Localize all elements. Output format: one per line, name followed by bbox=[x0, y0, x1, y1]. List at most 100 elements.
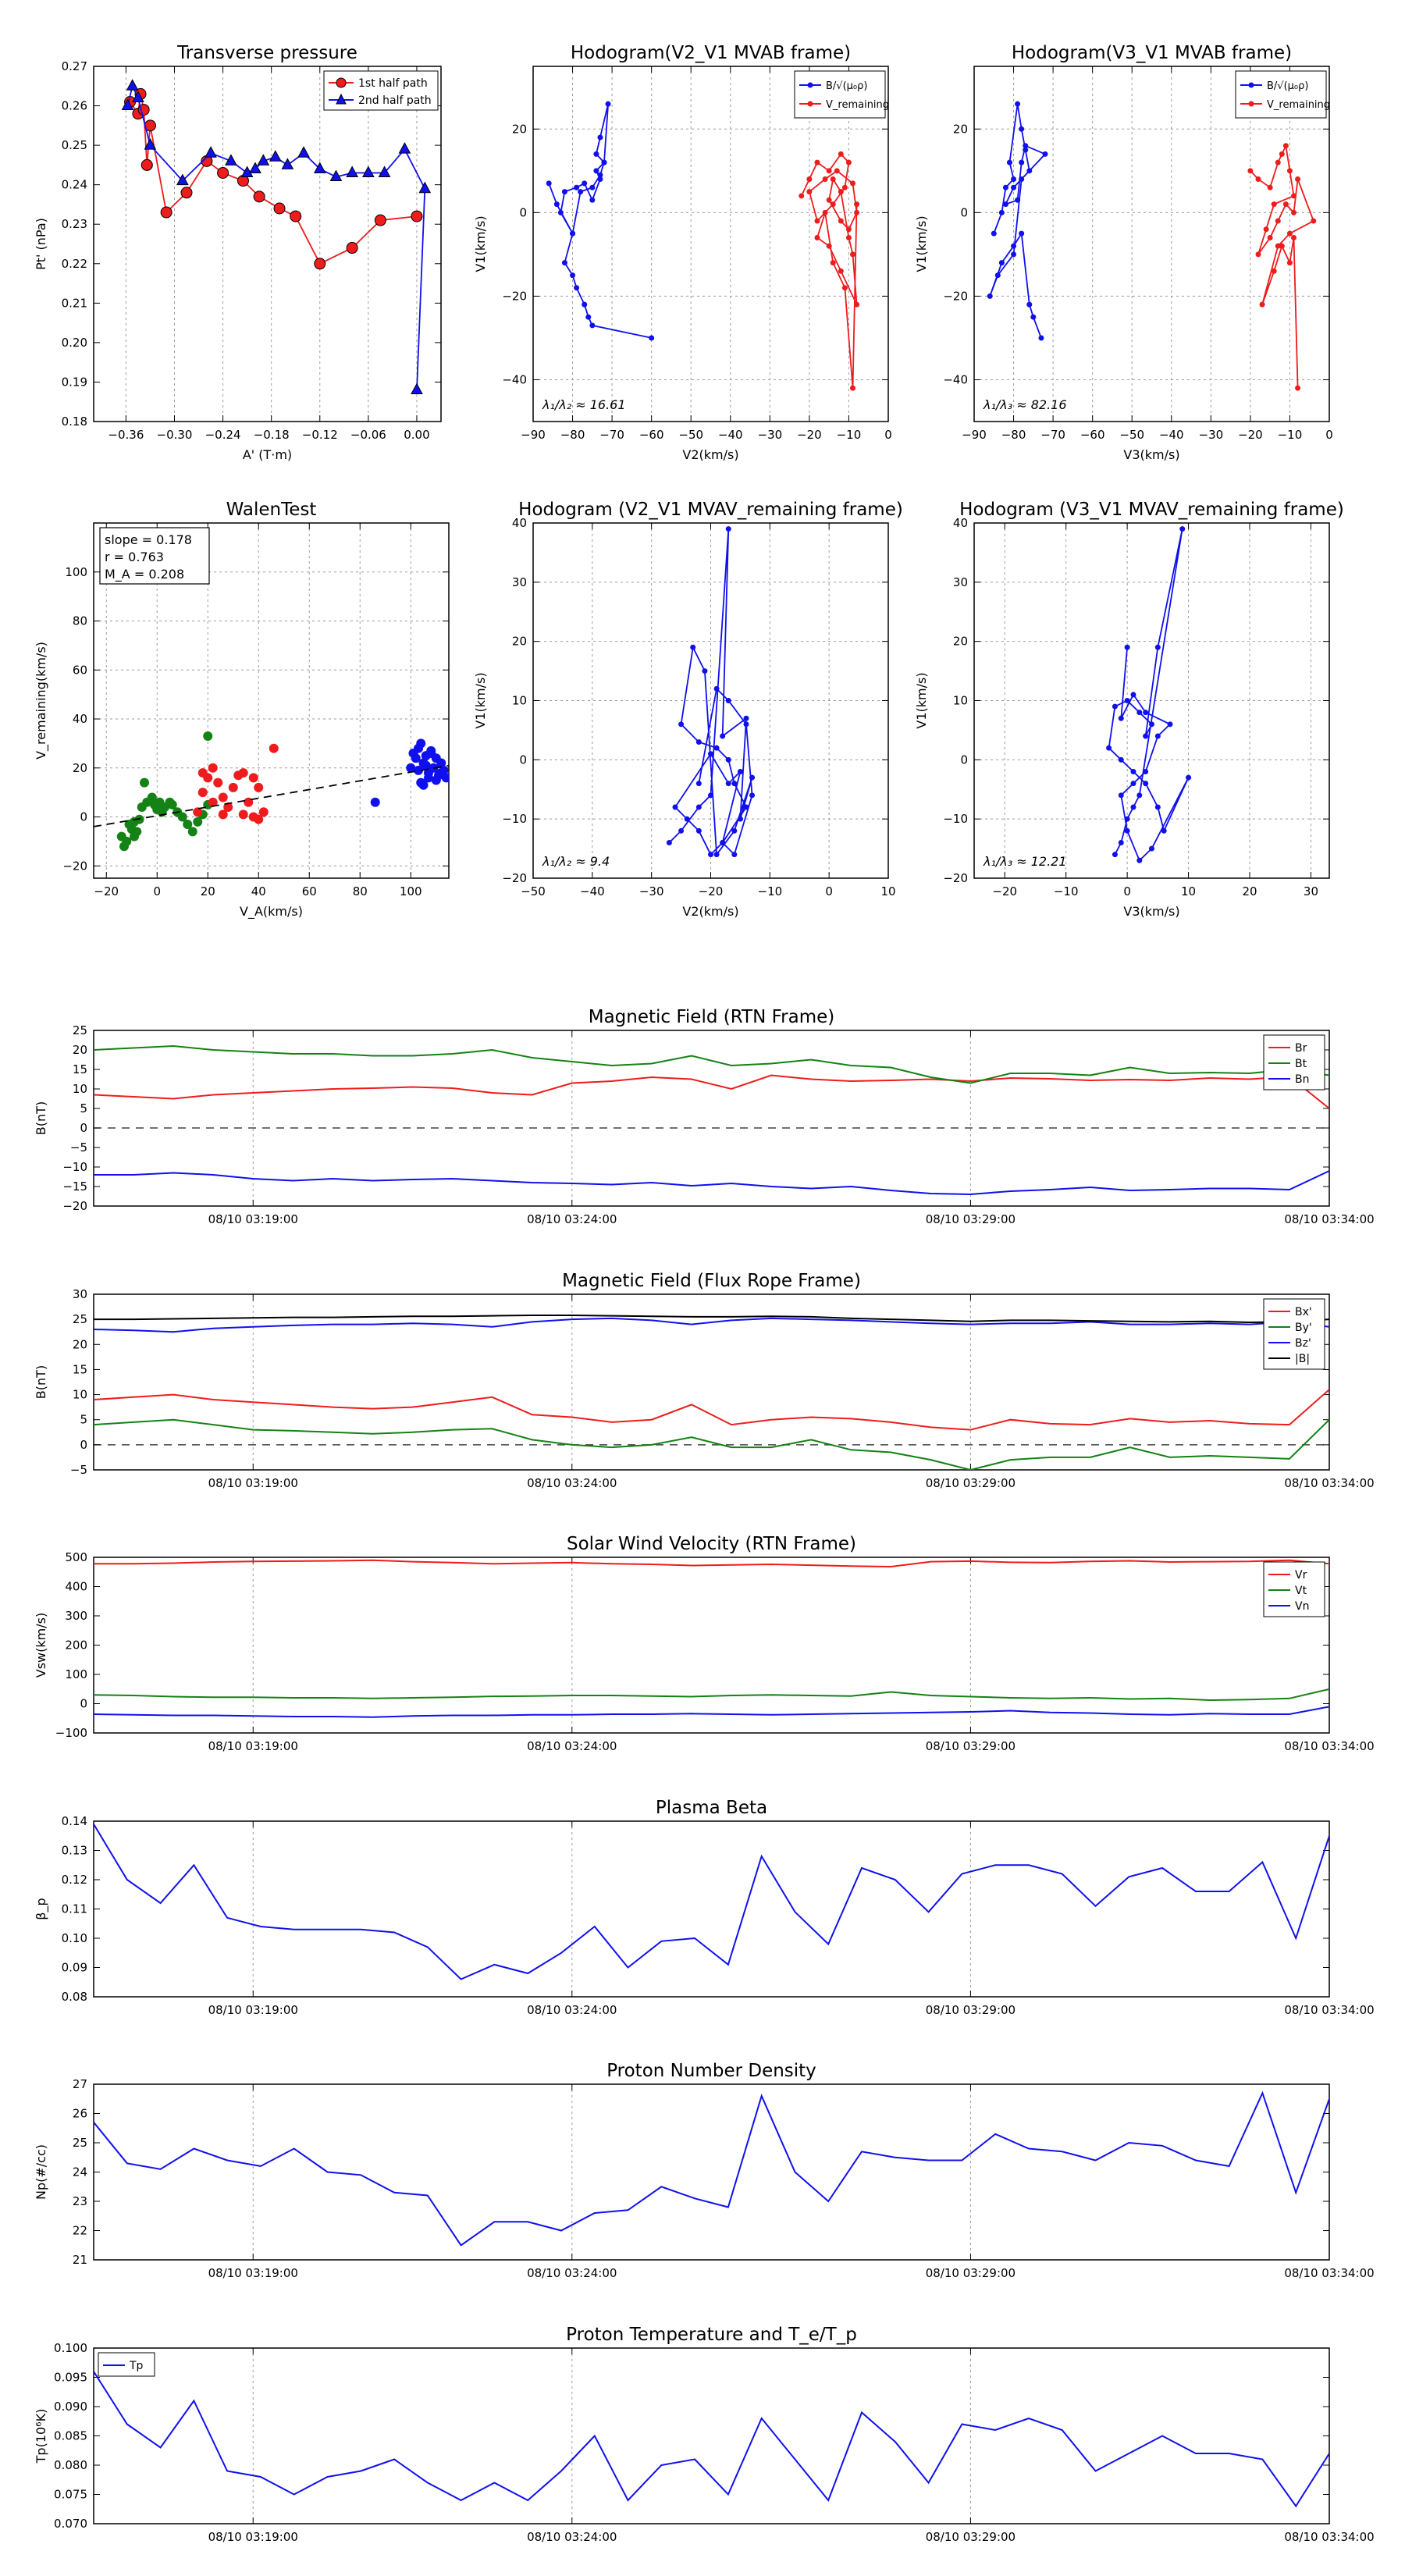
data-point bbox=[1026, 168, 1033, 174]
data-point bbox=[1286, 230, 1293, 237]
y-tick-label: 400 bbox=[65, 1580, 87, 1594]
data-point bbox=[743, 715, 749, 721]
data-point bbox=[273, 202, 286, 215]
y-axis-label: B(nT) bbox=[34, 1365, 48, 1399]
data-point-red bbox=[248, 773, 258, 783]
chart-tp: −0.36 −0.30 −0.24 −0.18 −0.12 −0.06 0.00 0.18 0.… bbox=[34, 43, 442, 462]
y-tick-label: −10 bbox=[62, 1160, 87, 1174]
data-point bbox=[180, 187, 193, 199]
data-point bbox=[1038, 335, 1044, 341]
data-point bbox=[1118, 715, 1124, 721]
data-point bbox=[1002, 184, 1008, 190]
y-tick-label: 20 bbox=[512, 122, 527, 136]
y-tick-label: 0.075 bbox=[54, 2488, 87, 2502]
data-point bbox=[1007, 159, 1012, 165]
x-tick-label: 20 bbox=[201, 884, 215, 898]
data-point-blue bbox=[431, 753, 441, 763]
legend-label: Bn bbox=[1295, 1073, 1309, 1086]
plot-frame bbox=[93, 66, 442, 422]
y-tick-label: 60 bbox=[73, 663, 87, 677]
x-tick-label: 0.00 bbox=[404, 428, 429, 442]
data-layer bbox=[546, 101, 860, 391]
x-tick-label: 08/10 03:19:00 bbox=[208, 2003, 298, 2017]
y-tick-label: 30 bbox=[953, 575, 968, 589]
data-point bbox=[1030, 314, 1037, 320]
x-tick-label: 08/10 03:29:00 bbox=[926, 2266, 1016, 2280]
data-point bbox=[1149, 721, 1154, 728]
x-tick-label: 08/10 03:34:00 bbox=[1284, 2530, 1374, 2544]
data-point-red bbox=[254, 814, 264, 824]
data-point bbox=[362, 165, 375, 177]
data-point-green bbox=[187, 827, 197, 837]
data-point bbox=[1124, 698, 1130, 703]
y-tick-label: 25 bbox=[73, 2136, 87, 2150]
data-point-red bbox=[197, 768, 208, 778]
data-layer bbox=[94, 1559, 1329, 1718]
plot-frame bbox=[532, 66, 889, 422]
data-point-red bbox=[208, 797, 218, 807]
data-point bbox=[850, 180, 855, 187]
chart-beta: 08/10 03:19:00 08/10 03:24:00 08/10 03:29:… bbox=[34, 1798, 1375, 2017]
x-tick-label: −20 bbox=[992, 884, 1017, 898]
data-point bbox=[1279, 151, 1285, 157]
data-point bbox=[1275, 218, 1281, 224]
data-point bbox=[1267, 184, 1273, 190]
data-point-green bbox=[183, 819, 193, 829]
x-tick-label: −10 bbox=[1278, 428, 1303, 442]
data-point bbox=[684, 816, 690, 822]
y-tick-label: 15 bbox=[73, 1362, 87, 1376]
x-tick-label: 30 bbox=[1304, 884, 1318, 898]
y-tick-label: 30 bbox=[73, 1287, 87, 1301]
x-tick-label: −30 bbox=[758, 428, 783, 442]
y-tick-label: 0.26 bbox=[62, 99, 87, 113]
data-point bbox=[411, 210, 423, 222]
x-tick-label: 10 bbox=[1181, 884, 1196, 898]
chart-title: Magnetic Field (Flux Rope Frame) bbox=[562, 1271, 861, 1291]
y-tick-label: −40 bbox=[943, 372, 968, 386]
data-point bbox=[826, 243, 832, 249]
data-point-blue bbox=[429, 763, 439, 773]
data-point bbox=[1015, 197, 1021, 203]
data-point bbox=[546, 180, 552, 187]
x-tick-label: −40 bbox=[1159, 428, 1184, 442]
y-tick-label: 0.08 bbox=[62, 1990, 87, 2004]
data-layer bbox=[94, 1823, 1329, 1980]
legend-marker bbox=[807, 82, 813, 88]
data-point bbox=[1011, 251, 1017, 258]
data-point bbox=[838, 268, 844, 274]
data-point bbox=[814, 159, 820, 165]
y-tick-label: 0.19 bbox=[62, 375, 87, 389]
data-point bbox=[854, 209, 860, 215]
data-point bbox=[1286, 168, 1293, 174]
plot-frame bbox=[93, 1293, 1330, 1471]
data-layer bbox=[94, 1315, 1329, 1470]
data-point bbox=[845, 226, 852, 233]
data-point-blue bbox=[406, 763, 416, 773]
y-tick-label: 0.080 bbox=[54, 2458, 87, 2472]
data-point bbox=[826, 197, 832, 203]
legend-label: Br bbox=[1295, 1042, 1307, 1055]
stats-text: slope = 0.178 bbox=[105, 532, 192, 547]
data-point bbox=[1118, 840, 1124, 845]
legend-label: Vt bbox=[1295, 1585, 1307, 1597]
eigenvalue-ratio-annotation: λ₁/λ₂ ≈ 9.4 bbox=[542, 854, 610, 869]
data-point bbox=[1291, 193, 1297, 199]
data-point bbox=[743, 721, 749, 728]
y-tick-label: 100 bbox=[65, 1667, 87, 1681]
data-point bbox=[731, 852, 738, 858]
data-point bbox=[1026, 301, 1033, 308]
y-tick-label: 20 bbox=[73, 1043, 87, 1057]
data-point bbox=[845, 159, 852, 165]
chart-title: Plasma Beta bbox=[656, 1798, 767, 1818]
data-layer bbox=[94, 1044, 1329, 1196]
y-tick-label: 40 bbox=[512, 516, 527, 530]
legend-label: B/√(μ₀ρ) bbox=[826, 80, 867, 92]
y-tick-label: 0.14 bbox=[62, 1814, 87, 1828]
data-point-blue bbox=[416, 738, 426, 749]
y-tick-label: 200 bbox=[65, 1638, 87, 1653]
data-point bbox=[713, 745, 720, 751]
series-line-beta bbox=[94, 1823, 1329, 1980]
data-point bbox=[725, 698, 731, 703]
legend-label: Vn bbox=[1295, 1600, 1309, 1613]
data-point bbox=[649, 335, 655, 341]
